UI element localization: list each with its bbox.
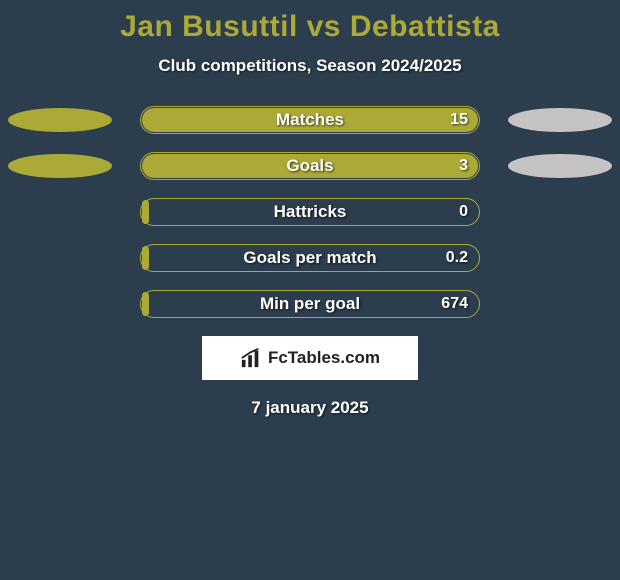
team1-marker	[8, 108, 112, 132]
stat-row: Goals per match0.2	[0, 244, 620, 272]
subtitle: Club competitions, Season 2024/2025	[0, 56, 620, 76]
stat-value: 0	[459, 198, 468, 226]
stat-row: Goals3	[0, 152, 620, 180]
team1-marker	[8, 154, 112, 178]
stat-value: 674	[441, 290, 468, 318]
stat-row: Min per goal674	[0, 290, 620, 318]
stat-label: Matches	[140, 106, 480, 134]
logo-box[interactable]: FcTables.com	[202, 336, 418, 380]
stat-row: Hattricks0	[0, 198, 620, 226]
stat-label: Goals	[140, 152, 480, 180]
team2-marker	[508, 108, 612, 132]
stat-label: Goals per match	[140, 244, 480, 272]
date-label: 7 january 2025	[0, 398, 620, 418]
stats-container: Matches15 Goals3 Hattricks0 Goals per match…	[0, 106, 620, 318]
team2-marker	[508, 154, 612, 178]
stat-label: Hattricks	[140, 198, 480, 226]
stat-value: 15	[450, 106, 468, 134]
stat-label: Min per goal	[140, 290, 480, 318]
page-title: Jan Busuttil vs Debattista	[0, 0, 620, 44]
stat-value: 3	[459, 152, 468, 180]
stat-row: Matches15	[0, 106, 620, 134]
logo-text: FcTables.com	[268, 348, 380, 368]
chart-icon	[240, 347, 262, 369]
stat-value: 0.2	[446, 244, 468, 272]
